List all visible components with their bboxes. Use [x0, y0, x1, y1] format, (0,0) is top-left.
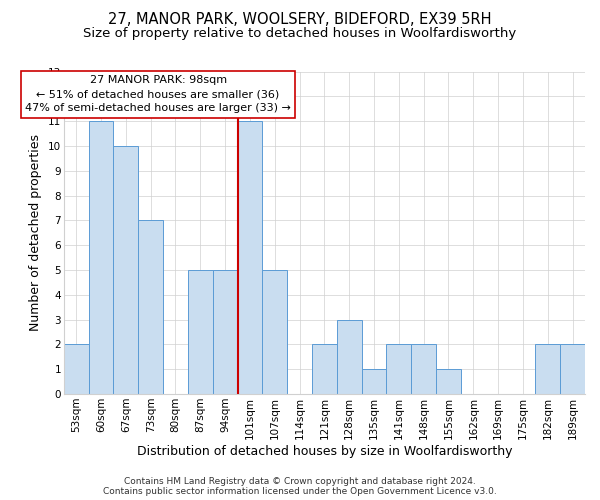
Bar	[337, 320, 362, 394]
Bar	[188, 270, 213, 394]
Bar	[89, 121, 113, 394]
Text: 27, MANOR PARK, WOOLSERY, BIDEFORD, EX39 5RH: 27, MANOR PARK, WOOLSERY, BIDEFORD, EX39…	[108, 12, 492, 28]
Bar	[535, 344, 560, 394]
Y-axis label: Number of detached properties: Number of detached properties	[29, 134, 42, 332]
Bar	[560, 344, 585, 394]
Text: Size of property relative to detached houses in Woolfardisworthy: Size of property relative to detached ho…	[83, 28, 517, 40]
Bar	[436, 369, 461, 394]
Bar	[238, 121, 262, 394]
Bar	[362, 369, 386, 394]
Bar	[411, 344, 436, 394]
Bar	[213, 270, 238, 394]
Text: 27 MANOR PARK: 98sqm
← 51% of detached houses are smaller (36)
47% of semi-detac: 27 MANOR PARK: 98sqm ← 51% of detached h…	[25, 75, 291, 113]
Bar	[113, 146, 138, 394]
Bar	[386, 344, 411, 394]
Bar	[138, 220, 163, 394]
Bar	[64, 344, 89, 394]
X-axis label: Distribution of detached houses by size in Woolfardisworthy: Distribution of detached houses by size …	[137, 444, 512, 458]
Text: Contains HM Land Registry data © Crown copyright and database right 2024.
Contai: Contains HM Land Registry data © Crown c…	[103, 476, 497, 496]
Bar	[262, 270, 287, 394]
Bar	[312, 344, 337, 394]
